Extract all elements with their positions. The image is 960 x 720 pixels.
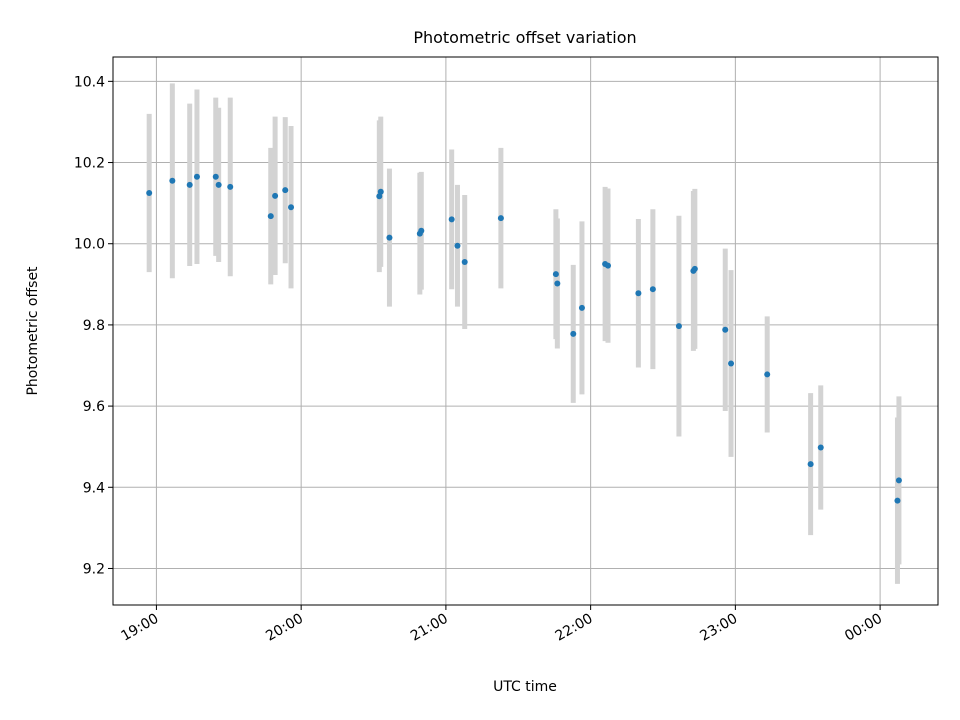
chart-title: Photometric offset variation <box>413 28 636 47</box>
data-point <box>169 177 176 184</box>
x-tick-label: 22:00 <box>553 611 596 645</box>
y-tick-label: 9.4 <box>83 480 105 496</box>
error-bars <box>146 83 902 584</box>
data-point <box>227 183 234 190</box>
y-tick-label: 9.2 <box>83 561 105 577</box>
data-point <box>288 204 295 211</box>
data-point <box>272 192 279 199</box>
grid <box>113 57 938 605</box>
y-tick-label: 10.0 <box>74 237 105 253</box>
data-point <box>193 173 200 180</box>
data-point <box>377 188 384 195</box>
data-point <box>267 213 274 220</box>
data-point <box>764 371 771 378</box>
data-point <box>448 216 455 223</box>
x-tick-label: 20:00 <box>263 611 306 645</box>
x-tick-label: 21:00 <box>408 611 451 645</box>
data-point <box>215 181 222 188</box>
y-axis-label: Photometric offset <box>25 266 41 396</box>
data-point <box>817 444 824 451</box>
data-point <box>675 323 682 330</box>
data-point <box>691 265 698 272</box>
x-tick-label: 00:00 <box>842 611 885 645</box>
plot-frame <box>112 56 939 606</box>
data-point <box>578 304 585 311</box>
data-point <box>418 227 425 234</box>
data-point <box>605 262 611 269</box>
data-point <box>146 189 153 196</box>
data-point <box>895 477 902 484</box>
data-points <box>146 173 902 504</box>
data-point <box>722 326 729 333</box>
x-axis-label: UTC time <box>493 679 557 695</box>
data-point <box>552 271 559 278</box>
x-tick-label: 19:00 <box>118 611 161 645</box>
data-point <box>570 330 577 337</box>
y-tick-label: 10.2 <box>74 156 105 172</box>
data-point <box>454 242 461 249</box>
data-point <box>186 181 193 188</box>
data-point <box>728 360 735 367</box>
y-tick-label: 9.6 <box>83 399 105 415</box>
data-point <box>461 258 468 265</box>
data-point <box>894 497 901 504</box>
data-point <box>282 187 289 194</box>
data-point <box>649 286 656 293</box>
data-point <box>212 173 219 180</box>
y-tick-label: 9.8 <box>83 318 105 334</box>
x-tick-label: 23:00 <box>697 611 740 645</box>
data-point <box>807 461 814 468</box>
y-tick-label: 10.4 <box>74 74 105 90</box>
data-point <box>497 215 504 222</box>
data-point <box>386 234 393 241</box>
data-point <box>554 280 561 287</box>
data-point <box>635 290 642 297</box>
